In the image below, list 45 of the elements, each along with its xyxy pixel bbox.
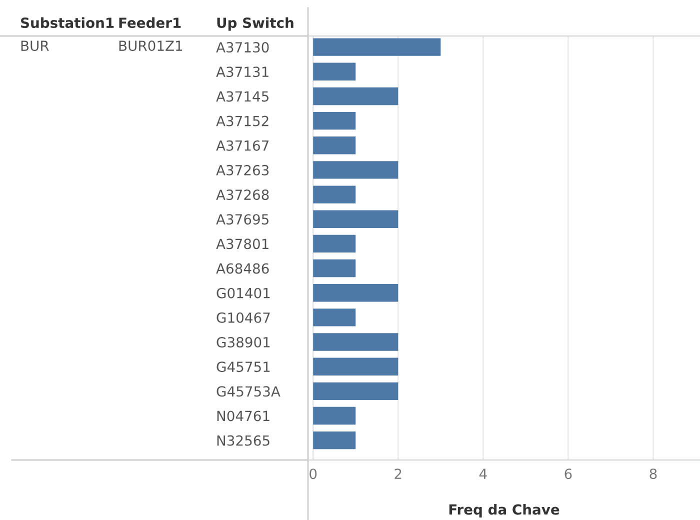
bar: [313, 186, 356, 204]
y-tick-label: A37167: [216, 140, 268, 151]
bar: [313, 308, 356, 326]
y-tick-label: A37268: [216, 190, 269, 200]
bar: [313, 112, 356, 130]
bar: [313, 259, 356, 278]
y-tick-label: A37263: [216, 164, 269, 176]
y-tick-label: A37152: [216, 116, 268, 126]
y-tick-label: A37131: [216, 66, 268, 78]
x-axis-title: Freq da Chave: [449, 504, 560, 518]
y-tick-label: G38901: [216, 336, 270, 348]
y-tick-label: G01401: [216, 288, 270, 298]
y-tick-label: G10467: [216, 312, 270, 323]
text: Feeder1: [119, 17, 181, 28]
y-tick-label: G45753A: [216, 386, 280, 397]
bar: [313, 284, 398, 302]
bar: [313, 234, 356, 253]
y-tick-label: A37695: [216, 214, 268, 225]
y-tick-label: A37145: [216, 91, 268, 102]
bar: [313, 358, 398, 376]
text: BUR01Z1: [119, 40, 182, 52]
x-tick-label: 4: [479, 468, 487, 479]
y-tick-label: N32565: [217, 435, 270, 446]
bar: [313, 382, 398, 400]
bar: [313, 87, 398, 106]
y-tick-label: N04761: [217, 410, 270, 422]
bar: [313, 161, 398, 179]
bar: [313, 406, 356, 425]
text: Substation1: [20, 17, 114, 28]
y-tick-label: A37801: [216, 238, 268, 250]
y-axis-title: Up Switch: [217, 17, 294, 31]
x-tick-label: 2: [394, 468, 402, 479]
x-tick-label: 8: [650, 468, 657, 480]
bar: [313, 62, 356, 80]
bar: [313, 431, 356, 450]
x-tick-label: 0: [310, 468, 317, 480]
y-tick-label: A37130: [216, 42, 269, 53]
bar: [313, 333, 398, 351]
bar: [313, 136, 356, 154]
y-tick-label: G45751: [216, 362, 270, 372]
text: BUR: [21, 40, 49, 52]
bar: [313, 210, 398, 228]
x-tick-label: 6: [564, 468, 572, 480]
bar: [313, 38, 441, 56]
y-tick-label: A68486: [216, 263, 269, 274]
